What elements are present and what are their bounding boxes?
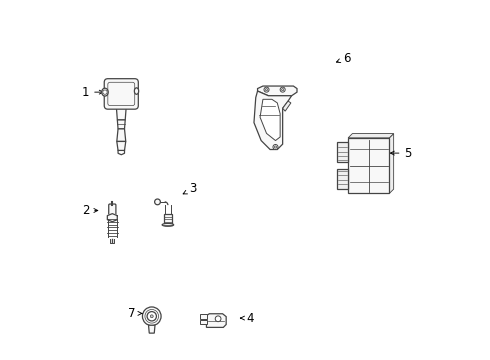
Text: 1: 1 (82, 86, 103, 99)
Text: 7: 7 (128, 307, 142, 320)
FancyBboxPatch shape (108, 82, 135, 105)
Text: 6: 6 (337, 51, 351, 64)
Circle shape (155, 199, 160, 205)
Bar (337, 169, 348, 189)
Polygon shape (206, 314, 226, 327)
Polygon shape (117, 129, 126, 141)
Bar (200, 320, 207, 324)
Polygon shape (348, 134, 393, 138)
Circle shape (103, 90, 107, 94)
Text: 4: 4 (241, 311, 254, 325)
Circle shape (273, 144, 278, 149)
Circle shape (143, 307, 161, 325)
Circle shape (147, 312, 156, 321)
Bar (164, 214, 172, 225)
Bar (337, 142, 348, 162)
Polygon shape (390, 134, 393, 193)
Text: 2: 2 (82, 204, 98, 217)
Circle shape (274, 146, 276, 148)
Circle shape (280, 87, 285, 92)
Polygon shape (107, 213, 117, 222)
Polygon shape (116, 105, 126, 120)
Circle shape (282, 89, 284, 91)
Circle shape (264, 87, 269, 92)
Polygon shape (148, 325, 155, 333)
Ellipse shape (134, 88, 139, 94)
FancyBboxPatch shape (104, 79, 138, 109)
Circle shape (266, 89, 268, 91)
Polygon shape (260, 99, 280, 140)
Text: 5: 5 (391, 147, 412, 159)
Text: 3: 3 (183, 183, 196, 195)
Ellipse shape (102, 88, 108, 96)
Polygon shape (283, 101, 291, 111)
Polygon shape (117, 120, 125, 129)
Circle shape (215, 316, 221, 321)
Polygon shape (117, 141, 126, 150)
Ellipse shape (162, 224, 173, 226)
Polygon shape (258, 86, 297, 96)
Polygon shape (254, 91, 292, 149)
Bar (200, 315, 207, 319)
Bar (348, 138, 390, 193)
FancyBboxPatch shape (109, 204, 116, 215)
Circle shape (150, 315, 153, 318)
